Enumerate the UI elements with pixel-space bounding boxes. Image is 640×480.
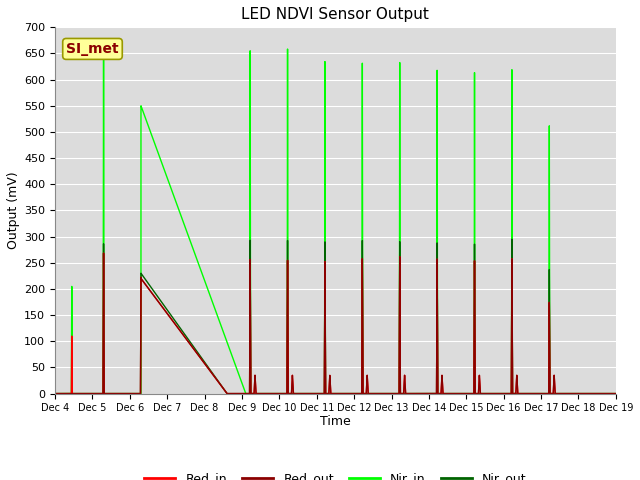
Red_in xyxy=(89,391,97,396)
Nir_in xyxy=(467,391,475,396)
Red_out xyxy=(51,391,59,396)
Nir_out xyxy=(467,391,475,396)
Red_in xyxy=(389,391,397,396)
Nir_out xyxy=(355,391,363,396)
Line: Red_in: Red_in xyxy=(55,253,616,394)
Nir_out xyxy=(508,236,516,242)
Red_out xyxy=(467,391,475,396)
Red_out xyxy=(266,391,274,396)
Text: SI_met: SI_met xyxy=(66,42,119,56)
X-axis label: Time: Time xyxy=(320,415,351,428)
Line: Nir_in: Nir_in xyxy=(55,46,616,394)
Nir_in xyxy=(355,391,363,396)
Line: Nir_out: Nir_out xyxy=(55,239,616,394)
Nir_in xyxy=(612,391,620,396)
Red_out xyxy=(89,391,97,396)
Nir_in xyxy=(51,391,59,396)
Y-axis label: Output (mV): Output (mV) xyxy=(7,172,20,249)
Red_out xyxy=(389,391,397,396)
Red_in xyxy=(51,391,59,396)
Legend: Red_in, Red_out, Nir_in, Nir_out: Red_in, Red_out, Nir_in, Nir_out xyxy=(139,467,532,480)
Nir_out xyxy=(266,391,274,396)
Nir_out xyxy=(186,339,194,345)
Red_in xyxy=(467,391,475,396)
Title: LED NDVI Sensor Output: LED NDVI Sensor Output xyxy=(241,7,429,22)
Red_in xyxy=(100,250,108,256)
Nir_out xyxy=(51,391,59,396)
Line: Red_out: Red_out xyxy=(55,253,616,394)
Red_in xyxy=(355,391,363,396)
Nir_out xyxy=(389,391,397,396)
Red_out xyxy=(355,391,363,396)
Nir_in xyxy=(186,238,194,243)
Nir_in xyxy=(100,43,108,49)
Red_out xyxy=(100,250,108,256)
Nir_out xyxy=(89,391,97,396)
Red_in xyxy=(612,391,620,396)
Nir_in xyxy=(266,391,274,396)
Red_out xyxy=(612,391,620,396)
Nir_out xyxy=(612,391,620,396)
Nir_in xyxy=(389,391,397,396)
Red_in xyxy=(186,341,194,347)
Nir_in xyxy=(89,391,97,396)
Red_out xyxy=(186,341,194,347)
Red_in xyxy=(266,391,274,396)
